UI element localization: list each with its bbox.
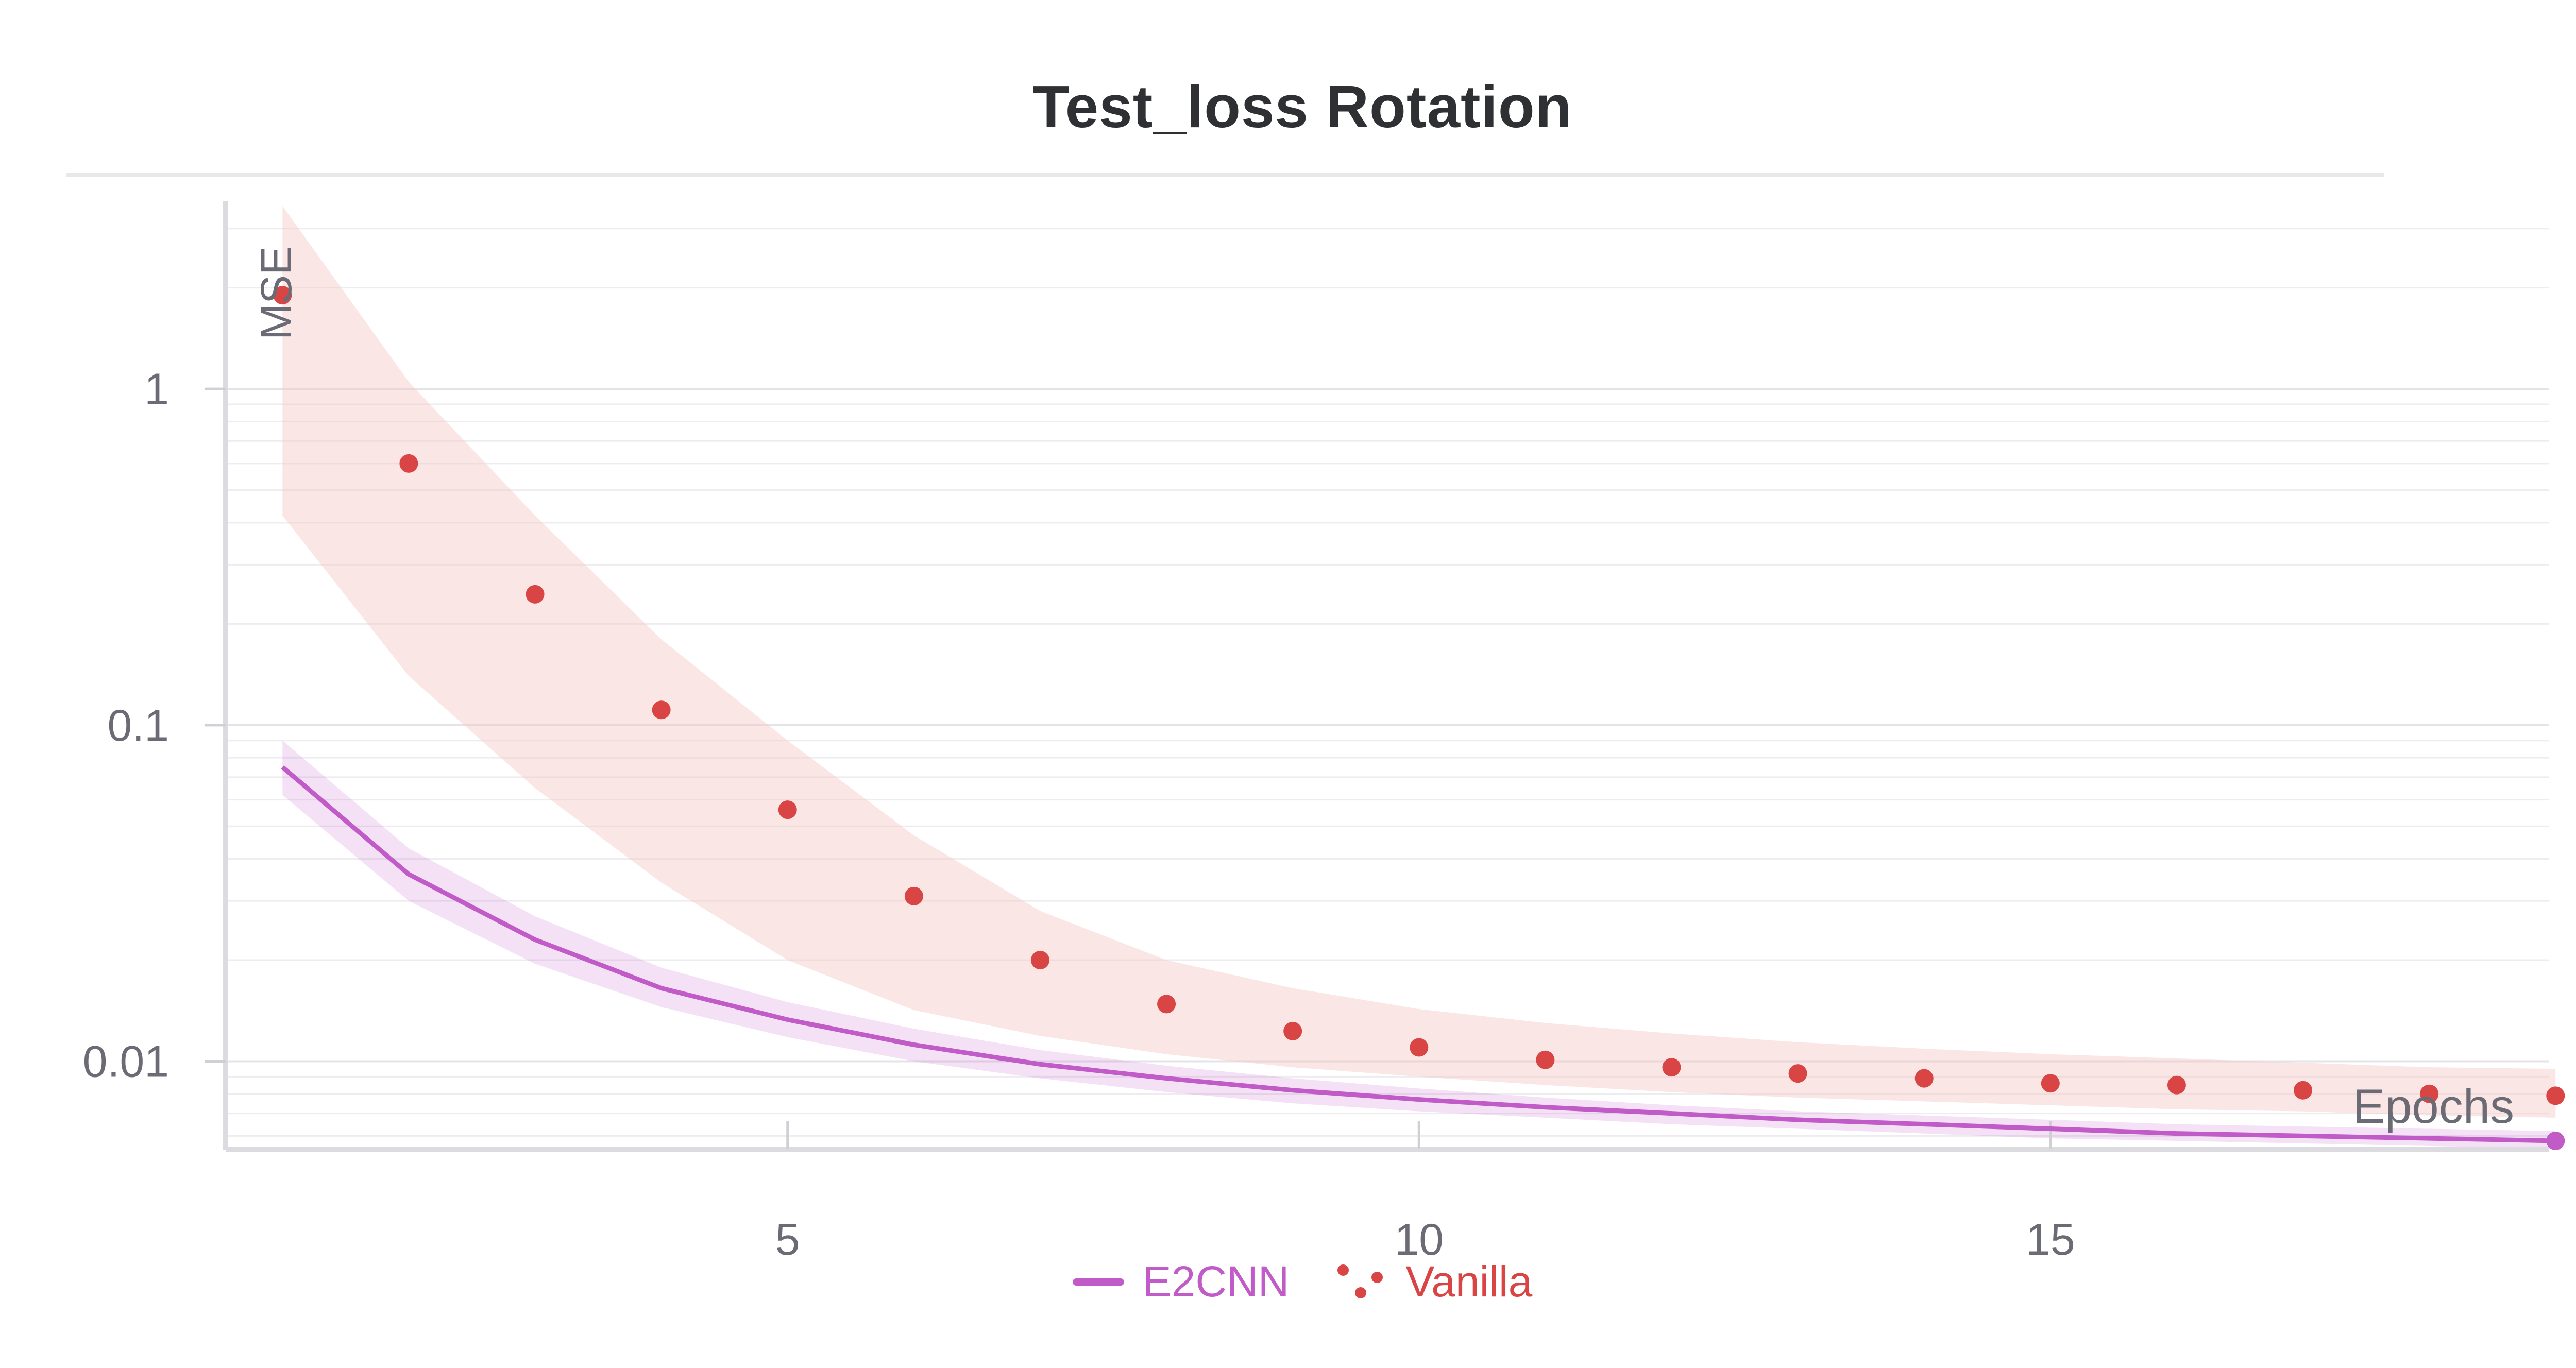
y-tick-label: 0.01 — [83, 1037, 169, 1087]
point-vanilla — [1914, 1069, 1934, 1088]
legend-item-e2cnn[interactable]: E2CNN — [1072, 1257, 1290, 1307]
scatter-swatch-icon — [1335, 1261, 1387, 1303]
x-axis-label: Epochs — [2352, 1079, 2514, 1133]
y-axis-label: MSE — [252, 246, 300, 340]
point-vanilla — [1157, 995, 1176, 1014]
series — [273, 286, 2565, 1150]
point-vanilla — [2041, 1074, 2060, 1093]
point-vanilla — [2167, 1075, 2186, 1095]
point-vanilla — [1283, 1021, 1302, 1040]
point-vanilla — [2294, 1081, 2313, 1100]
point-vanilla — [778, 800, 797, 819]
grid-lines — [226, 228, 2549, 1137]
legend-label-e2cnn: E2CNN — [1142, 1257, 1290, 1306]
point-vanilla — [399, 454, 418, 473]
legend-label-vanilla: Vanilla — [1405, 1257, 1533, 1306]
y-tick-label: 0.1 — [107, 701, 169, 750]
legend: E2CNN Vanilla — [0, 1257, 2576, 1307]
point-vanilla — [2420, 1084, 2439, 1103]
line-end-point — [2546, 1131, 2565, 1150]
line-swatch-icon — [1072, 1278, 1124, 1286]
point-vanilla — [1536, 1050, 1555, 1069]
point-vanilla — [1788, 1064, 1807, 1083]
band-e2cnn — [282, 740, 2556, 1149]
axes: 0.010.115 10 15 — [83, 201, 2549, 1264]
chart-title: Test_loss Rotation — [1032, 73, 1572, 140]
axis-labels: MSE Epochs — [252, 246, 2514, 1133]
x-tick-label: 5 — [775, 1215, 800, 1264]
point-vanilla — [1410, 1038, 1429, 1057]
point-vanilla — [526, 585, 545, 604]
x-tick-label: 15 — [2026, 1215, 2075, 1264]
line-e2cnn — [281, 765, 2556, 1143]
title-divider — [66, 173, 2384, 177]
y-tick-label: 1 — [144, 365, 169, 414]
legend-item-vanilla[interactable]: Vanilla — [1335, 1257, 1532, 1307]
point-vanilla — [1662, 1058, 1681, 1077]
point-vanilla — [2546, 1086, 2565, 1105]
point-vanilla — [1030, 951, 1049, 970]
point-vanilla — [904, 886, 923, 905]
band-vanilla — [282, 206, 2556, 1118]
x-tick-label: 10 — [1394, 1215, 1444, 1264]
confidence-bands — [282, 206, 2556, 1149]
point-vanilla — [652, 700, 671, 720]
point-vanilla — [273, 286, 292, 305]
